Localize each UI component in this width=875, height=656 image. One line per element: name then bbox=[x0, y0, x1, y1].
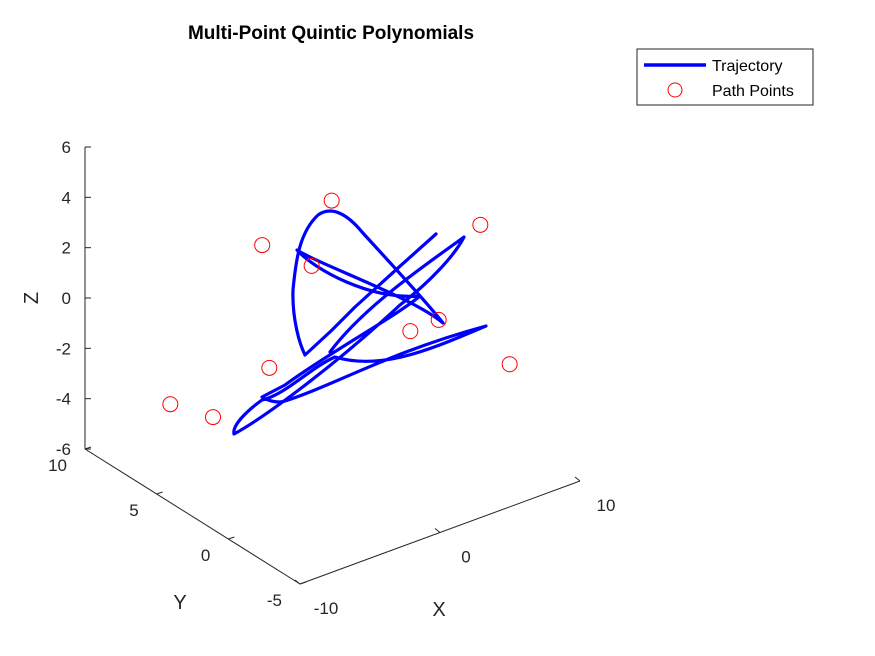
z-axis-label: Z bbox=[21, 292, 43, 304]
path-point-marker bbox=[402, 323, 419, 340]
y-tick-mark bbox=[156, 491, 163, 495]
path-point-marker bbox=[501, 356, 518, 373]
path-point-marker bbox=[162, 396, 179, 413]
chart-title: Multi-Point Quintic Polynomials bbox=[188, 23, 474, 44]
y-tick-mark bbox=[84, 446, 92, 450]
x-tick-label: -10 bbox=[314, 599, 339, 618]
z-tick-label: -6 bbox=[56, 440, 71, 459]
legend: Trajectory Path Points bbox=[636, 48, 814, 106]
y-tick-label: 5 bbox=[129, 501, 138, 520]
path-point-marker bbox=[205, 409, 221, 426]
path-point-marker bbox=[254, 237, 271, 254]
trajectory-line bbox=[232, 209, 488, 436]
z-tick-label: 4 bbox=[62, 188, 71, 207]
x-tick-mark bbox=[294, 579, 301, 585]
y-axis-ticks: -5 0 5 10 bbox=[48, 446, 307, 610]
y-tick-label: 0 bbox=[201, 546, 210, 565]
y-tick-label: 10 bbox=[48, 456, 67, 475]
legend-path-points-swatch bbox=[667, 82, 683, 98]
path-point-marker bbox=[303, 257, 320, 274]
x-tick-mark bbox=[574, 476, 581, 482]
y-tick-mark bbox=[299, 581, 307, 585]
z-tick-label: 0 bbox=[62, 289, 71, 308]
x-tick-label: 10 bbox=[597, 496, 616, 515]
y-tick-label: -5 bbox=[267, 591, 282, 610]
y-axis-label: Y bbox=[173, 592, 186, 614]
z-axis-ticks: -6 -4 -2 0 2 4 6 bbox=[56, 138, 91, 459]
x-axis-ticks: -10 0 10 bbox=[294, 476, 616, 618]
path-point-marker bbox=[430, 311, 447, 328]
x-tick-label: 0 bbox=[461, 548, 470, 567]
z-tick-label: -2 bbox=[56, 339, 71, 358]
path-point-marker bbox=[323, 192, 340, 209]
path-points-group bbox=[162, 192, 518, 426]
legend-path-points-label: Path Points bbox=[712, 83, 794, 100]
y-tick-mark bbox=[228, 536, 235, 540]
x-tick-mark bbox=[434, 528, 441, 533]
path-point-marker bbox=[472, 216, 489, 233]
legend-box bbox=[636, 48, 814, 106]
x-axis-label: X bbox=[432, 599, 445, 621]
z-tick-label: 2 bbox=[62, 239, 71, 258]
y-axis-line bbox=[84, 448, 301, 585]
z-tick-label: 6 bbox=[62, 138, 71, 157]
z-tick-label: -4 bbox=[56, 390, 71, 409]
path-point-marker bbox=[261, 359, 278, 376]
legend-trajectory-label: Trajectory bbox=[712, 58, 783, 75]
